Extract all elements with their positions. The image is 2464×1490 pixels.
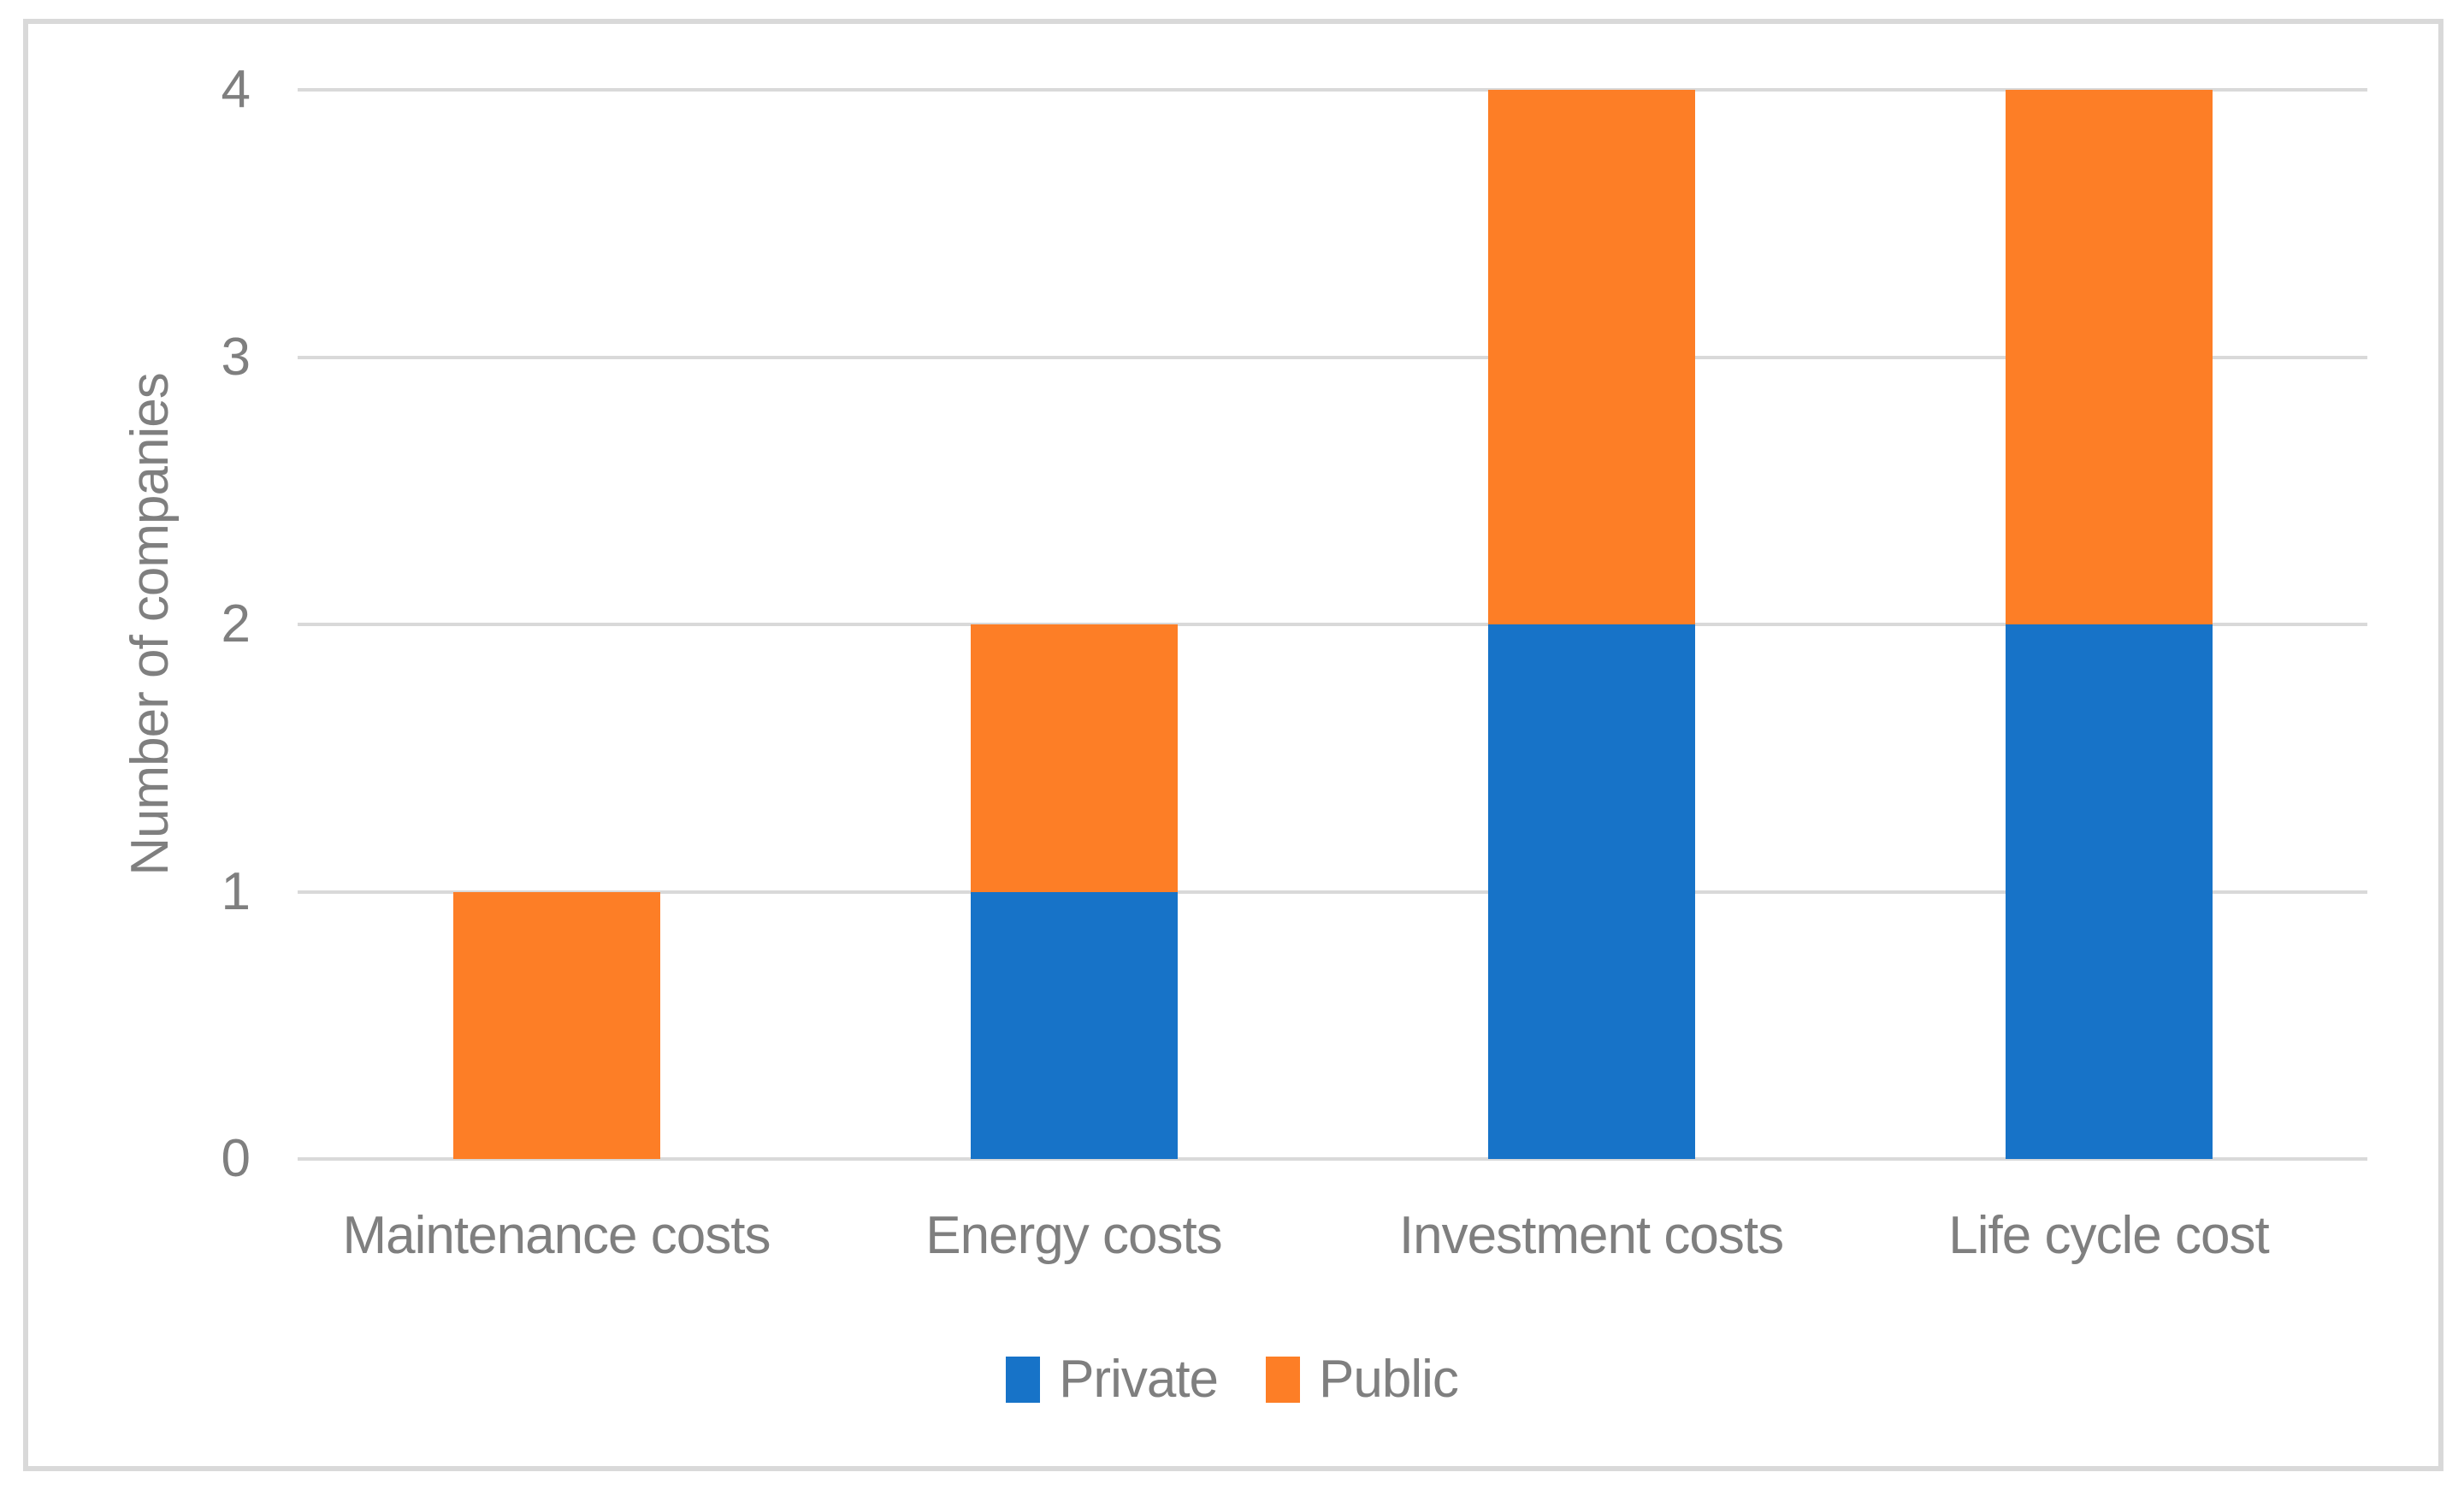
y-tick-label-2: 2 xyxy=(221,594,251,653)
y-tick-label-4: 4 xyxy=(221,60,251,119)
x-label-maintenance-costs: Maintenance costs xyxy=(342,1206,771,1265)
y-axis-title: Number of companies xyxy=(121,373,180,876)
bar-segment-private-energy-costs xyxy=(970,891,1178,1159)
bar-segment-private-investment-costs xyxy=(1487,624,1695,1159)
x-label-investment-costs: Investment costs xyxy=(1398,1206,1784,1265)
gridline-y-3 xyxy=(298,355,2367,359)
y-tick-label-3: 3 xyxy=(221,327,251,387)
bar-segment-private-life-cycle-cost xyxy=(2005,624,2213,1159)
legend: Private Public xyxy=(0,1353,2464,1406)
x-label-life-cycle-cost: Life cycle cost xyxy=(1948,1206,2269,1265)
legend-swatch-private xyxy=(1006,1357,1041,1403)
x-label-energy-costs: Energy costs xyxy=(925,1206,1222,1265)
gridline-y-4 xyxy=(298,88,2367,92)
legend-label-private: Private xyxy=(1059,1350,1219,1409)
y-tick-label-1: 1 xyxy=(221,861,251,921)
gridline-y-2 xyxy=(298,623,2367,626)
gridline-y-1 xyxy=(298,890,2367,894)
bar-segment-public-energy-costs xyxy=(970,624,1178,892)
bar-segment-public-life-cycle-cost xyxy=(2005,90,2213,624)
legend-item-private: Private xyxy=(1006,1350,1219,1409)
legend-swatch-public xyxy=(1266,1357,1301,1403)
gridline-y-0 xyxy=(298,1157,2367,1161)
y-tick-label-0: 0 xyxy=(221,1129,251,1188)
legend-item-public: Public xyxy=(1266,1350,1459,1409)
bar-segment-public-maintenance-costs xyxy=(452,891,660,1159)
bar-segment-public-investment-costs xyxy=(1487,90,1695,624)
legend-label-public: Public xyxy=(1319,1350,1459,1409)
